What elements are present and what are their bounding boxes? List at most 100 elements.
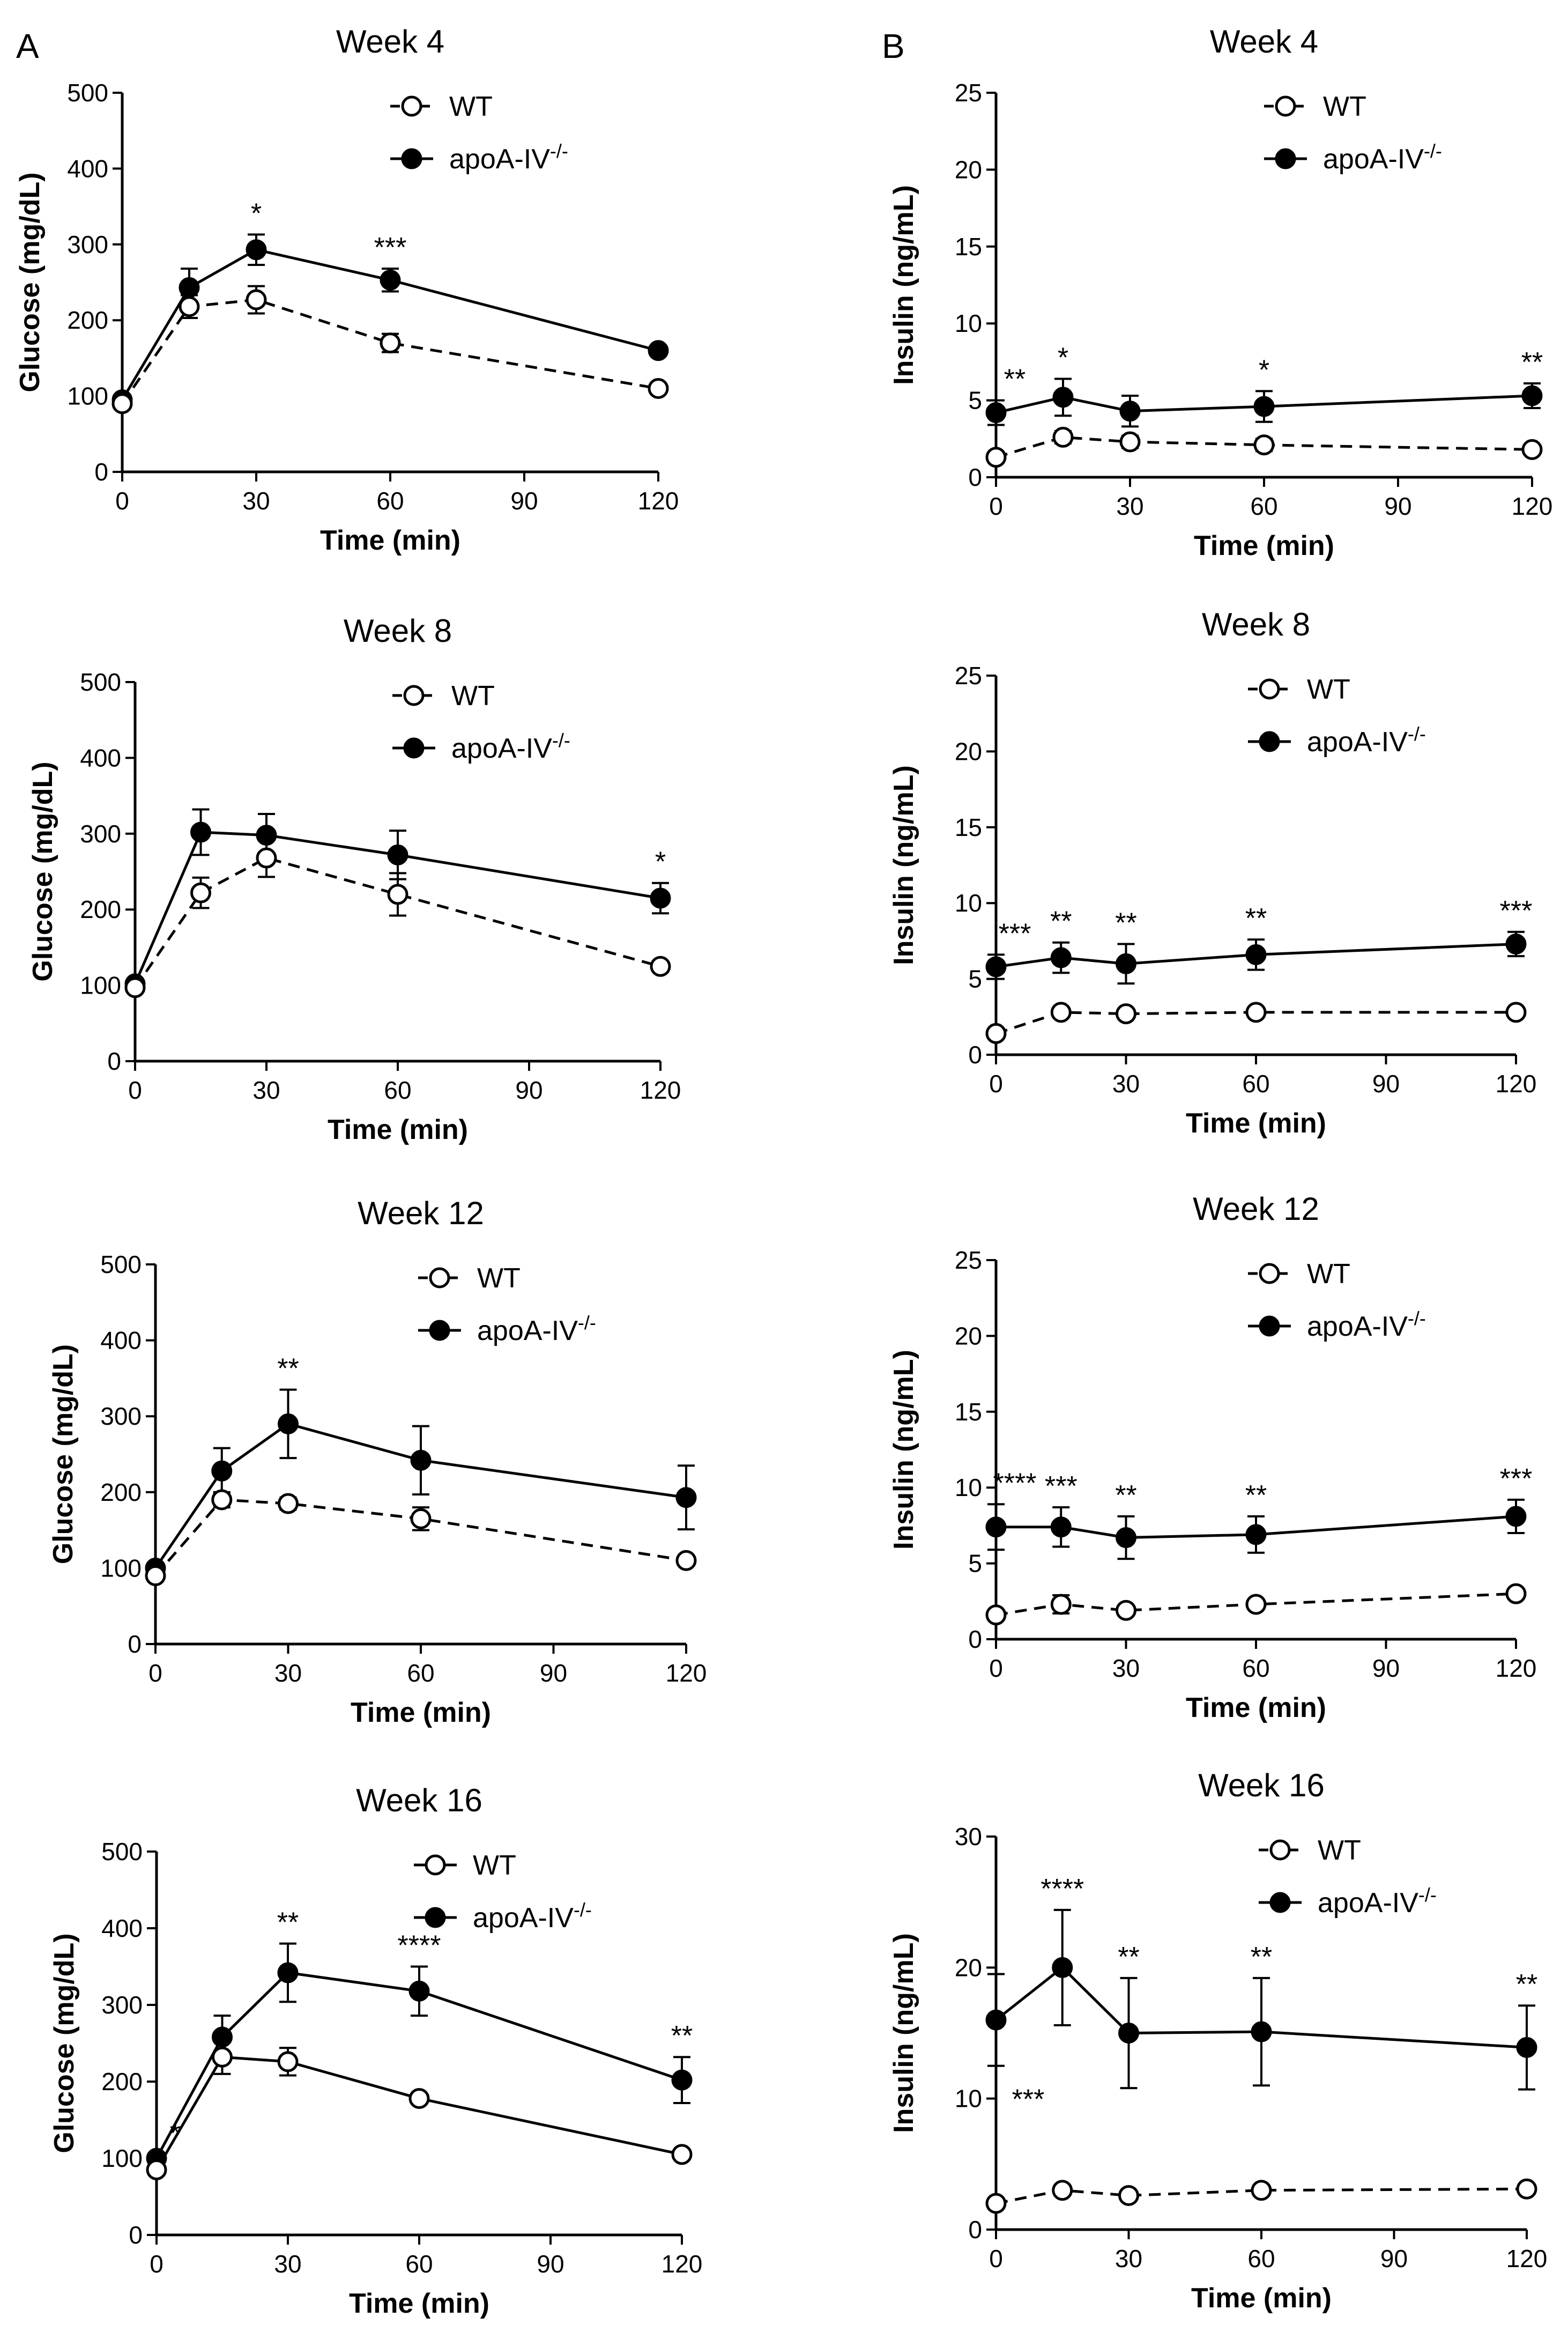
legend-marker <box>401 95 422 117</box>
legend-marker <box>425 1907 446 1928</box>
data-point <box>650 887 671 909</box>
y-tick-label: 0 <box>968 2216 982 2244</box>
data-point <box>1050 947 1072 968</box>
x-tick-label: 90 <box>1372 1070 1400 1098</box>
x-tick-label: 0 <box>989 492 1003 520</box>
data-point <box>985 447 1007 468</box>
data-point <box>277 2051 299 2072</box>
data-point <box>1253 396 1275 417</box>
data-point <box>246 239 267 261</box>
significance-marker: **** <box>993 1468 1037 1499</box>
y-axis-label: Glucose (mg/dL) <box>49 1933 80 2153</box>
legend-label: WT <box>1307 674 1350 705</box>
y-tick-label: 20 <box>955 1953 982 1981</box>
legend-label: WT <box>1318 1835 1361 1866</box>
data-point <box>112 393 133 414</box>
data-point <box>671 2144 693 2165</box>
chart-title: Week 8 <box>344 613 452 649</box>
significance-marker: **** <box>1041 1874 1084 1905</box>
y-tick-label: 0 <box>968 1625 982 1653</box>
data-point <box>146 2159 167 2180</box>
legend-label: WT <box>449 91 493 122</box>
x-tick-label: 120 <box>638 487 679 515</box>
data-point <box>1516 2037 1537 2058</box>
significance-marker: *** <box>1045 1471 1077 1502</box>
data-point <box>1505 934 1527 955</box>
significance-marker: ** <box>1115 908 1136 939</box>
x-tick-label: 120 <box>662 2250 703 2278</box>
data-point <box>1245 1524 1267 1545</box>
data-point <box>408 1980 430 2002</box>
y-tick-label: 0 <box>94 458 108 486</box>
data-point <box>1245 1002 1267 1023</box>
significance-marker: ** <box>1050 906 1072 937</box>
significance-marker: *** <box>1500 1463 1533 1494</box>
legend-label: WT <box>1307 1258 1350 1290</box>
data-point <box>1251 2021 1272 2042</box>
legend-marker <box>1259 1315 1280 1337</box>
data-point <box>1052 387 1074 408</box>
significance-marker: ** <box>1245 1480 1267 1511</box>
chart-title: Week 16 <box>1198 1767 1325 1803</box>
x-tick-label: 60 <box>405 2250 433 2278</box>
series-line <box>133 856 661 989</box>
y-tick-label: 20 <box>955 737 982 765</box>
y-tick-label: 5 <box>968 387 982 414</box>
x-tick-label: 0 <box>989 2245 1003 2272</box>
data-point <box>179 296 200 317</box>
data-point <box>985 1604 1007 1626</box>
significance-marker: *** <box>1012 2084 1045 2115</box>
data-point <box>1118 2023 1139 2044</box>
data-point <box>380 269 401 291</box>
y-tick-label: 200 <box>67 306 108 334</box>
data-point <box>1245 1594 1267 1615</box>
data-point <box>648 340 669 361</box>
chart-4: Week 16 0 100 200 300 400 500 0 30 60 90 120 Time (m… <box>49 1782 702 2319</box>
chart-title: Week 16 <box>356 1782 482 1818</box>
y-tick-label: 25 <box>955 79 982 107</box>
significance-marker: ** <box>1118 1942 1139 1973</box>
panel-label-b: B <box>882 27 905 65</box>
significance-marker: ** <box>1251 1942 1272 1973</box>
data-point <box>1050 1002 1072 1023</box>
data-point <box>246 289 267 310</box>
x-axis-label: Time (min) <box>1194 530 1334 561</box>
y-tick-label: 200 <box>100 1478 142 1506</box>
data-point <box>410 1508 432 1529</box>
data-point <box>1245 944 1267 965</box>
legend-label: apoA-IV-/- <box>1307 723 1426 758</box>
y-tick-label: 200 <box>101 2068 143 2096</box>
data-point <box>190 821 211 843</box>
legend-label: apoA-IV-/- <box>449 140 568 175</box>
x-tick-label: 90 <box>537 2250 564 2278</box>
y-tick-label: 15 <box>955 1398 982 1426</box>
legend-label: apoA-IV-/- <box>473 1899 592 1934</box>
data-point <box>985 402 1007 424</box>
data-point <box>211 1460 233 1482</box>
legend-marker <box>429 1267 450 1289</box>
data-point <box>671 2069 693 2091</box>
y-tick-label: 400 <box>100 1327 142 1354</box>
significance-marker: ** <box>277 1907 299 1938</box>
legend-label: apoA-IV-/- <box>477 1312 596 1347</box>
y-tick-label: 100 <box>101 2144 143 2172</box>
y-tick-label: 400 <box>80 744 121 772</box>
legend-marker <box>425 1854 446 1876</box>
y-axis-label: Insulin (ng/mL) <box>888 1933 919 2133</box>
data-point <box>190 882 211 904</box>
x-tick-label: 30 <box>252 1076 280 1104</box>
legend-marker <box>1275 148 1296 169</box>
significance-marker: *** <box>374 232 407 263</box>
data-point <box>985 1023 1007 1044</box>
series-line <box>995 1592 1517 1617</box>
data-point <box>675 1550 697 1571</box>
legend-label: WT <box>1323 91 1366 122</box>
x-axis-label: Time (min) <box>349 2288 489 2319</box>
data-point <box>211 1489 233 1511</box>
data-point <box>985 2009 1007 2031</box>
y-tick-label: 100 <box>80 972 121 1000</box>
data-point <box>1119 431 1141 453</box>
data-point <box>1505 1583 1527 1604</box>
